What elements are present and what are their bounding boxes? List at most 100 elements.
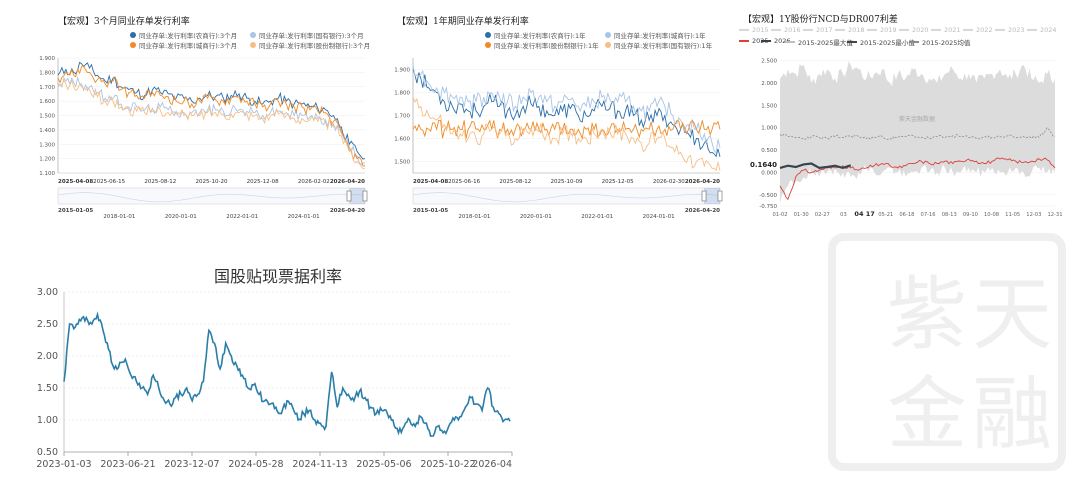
tick-label: 2026-04-20 <box>685 179 720 185</box>
series-line <box>57 61 366 160</box>
tick-label: 1.500 <box>394 160 410 166</box>
tick-label: -0.500 <box>759 193 777 199</box>
chart-1y-ncd-title: 【宏观】1年期同业存单发行利率 <box>397 17 529 27</box>
tick-label: 0.000 <box>761 170 777 176</box>
tick-label: 2026-02-30 <box>653 179 685 185</box>
tick-label: -0.750 <box>759 204 777 210</box>
tick-label: 2023-06-21 <box>100 459 155 470</box>
legend-item[interactable]: 2018 <box>835 26 865 34</box>
tick-label: 2025-04-08 <box>413 179 448 185</box>
tick-label: 1.800 <box>39 70 55 76</box>
legend-item[interactable]: 同业存单:发行利率(农商行):1年 <box>485 30 586 40</box>
tick-label: 1.900 <box>39 56 55 62</box>
tick-label: 2.000 <box>761 81 777 87</box>
tick-label: 2025-10-09 <box>551 179 583 185</box>
tick-label: 01-02 <box>772 212 787 218</box>
legend-item[interactable]: 同业存单:发行利率(国有银行):1年 <box>605 40 712 50</box>
tick-label: 11-05 <box>1005 212 1020 218</box>
navigator-handle <box>717 190 723 202</box>
tick-label: 2025-08-12 <box>499 179 531 185</box>
tick-label: 2026-04-20 <box>685 208 720 214</box>
chart-3m-ncd-title: 【宏观】3个月同业存单发行利率 <box>58 17 190 27</box>
tick-label: 04 17 <box>854 210 874 218</box>
last-value-box <box>744 159 778 171</box>
tick-label: 2022-01-01 <box>581 214 613 218</box>
legend-item[interactable]: 2015-2025最大值 <box>785 37 853 47</box>
tick-label: 1.600 <box>394 137 410 143</box>
last-value-label: 0.1640 <box>750 161 777 169</box>
navigator-handle <box>701 190 707 202</box>
tick-label: 2026-04-20 <box>330 208 365 214</box>
tick-label: 1.500 <box>39 114 55 120</box>
tick-label: 05-21 <box>878 212 893 218</box>
tick-label: 2023-12-07 <box>164 459 219 470</box>
series-line <box>63 311 511 437</box>
tick-label: 2025-08-12 <box>144 179 176 185</box>
tick-label: 08-13 <box>942 212 957 218</box>
tick-label: 12-03 <box>1026 212 1041 218</box>
chart-3m-ncd-plot: 1.900 1.800 1.700 1.600 1.500 1.400 1.300 1.200… <box>39 56 368 218</box>
legend-item[interactable]: 2015 <box>739 26 769 34</box>
tick-label: 2024-05-28 <box>228 459 283 470</box>
series-line <box>57 79 366 170</box>
navigator-handle <box>346 190 352 202</box>
legend-item[interactable]: 同业存单:发行利率(农商行):3个月 <box>130 30 237 40</box>
tick-label: 1.400 <box>39 128 55 134</box>
tick-label: 1.800 <box>394 91 410 97</box>
chart-spread-title: 【宏观】1Y股份行NCD与DR007利差 <box>743 15 898 25</box>
tick-label: 2025-12-05 <box>602 179 634 185</box>
tick-label: 2025-05-06 <box>356 459 411 470</box>
minmax-band <box>780 61 1055 204</box>
legend-item[interactable]: 同业存单:发行利率(国有银行):3个月 <box>250 30 364 40</box>
tick-label: 06-18 <box>899 212 914 218</box>
legend-item[interactable]: 2017 <box>803 26 833 34</box>
legend-item[interactable]: 同业存单:发行利率(城商行):3个月 <box>130 40 237 50</box>
tick-label: 2025-06-15 <box>93 179 125 185</box>
legend-item[interactable]: 2020 <box>899 26 929 34</box>
legend-item[interactable]: 2015-2025均值 <box>909 37 970 47</box>
tick-label: 2.500 <box>761 58 777 64</box>
tick-label: 2.50 <box>37 319 58 330</box>
legend-item[interactable]: 同业存单:发行利率(股份制银行):3个月 <box>250 40 370 50</box>
tick-label: 2018-01-01 <box>458 214 490 218</box>
series-line <box>412 96 721 172</box>
legend-item[interactable]: 2015-2025最小值 <box>847 37 915 47</box>
tick-label: 2026-02-02 <box>298 179 330 185</box>
tick-label: 1.100 <box>39 171 55 177</box>
svg-text:融: 融 <box>972 368 1052 461</box>
navigator-line <box>57 192 366 203</box>
tick-label: 10-08 <box>984 212 999 218</box>
tick-label: 1.700 <box>394 114 410 120</box>
legend-item[interactable]: 同业存单:发行利率(股份制银行):1年 <box>485 40 599 50</box>
tick-label: 2025-04-08 <box>58 179 93 185</box>
legend-item[interactable]: 2026 <box>761 37 791 45</box>
tick-label: 2.00 <box>37 351 58 362</box>
legend-item[interactable]: 2021 <box>931 26 961 34</box>
tick-label: 1.000 <box>761 126 777 132</box>
legend-item[interactable]: 2023 <box>995 26 1025 34</box>
chart-3m-ncd-legend: 同业存单:发行利率(农商行):3个月 同业存单:发行利率(国有银行):3个月 同… <box>130 30 370 50</box>
tick-label: 2023-01-03 <box>36 459 91 470</box>
chart-spread-panel: 【宏观】1Y股份行NCD与DR007利差 2015 2016 2017 2018 201… <box>735 8 1075 223</box>
legend-item[interactable]: 2022 <box>963 26 993 34</box>
legend-item[interactable]: 2016 <box>771 26 801 34</box>
legend-item[interactable]: 2024 <box>1027 26 1057 34</box>
tick-label: 2026-04-20 <box>330 179 365 185</box>
tick-label: 12-31 <box>1047 212 1062 218</box>
tick-label: 1.50 <box>37 383 58 394</box>
tick-label: 0.50 <box>37 447 58 458</box>
chart-spread-legend: 2015 2016 2017 2018 2019 2020 2021 2022 2023 2024… <box>739 26 1075 50</box>
navigator-line <box>412 192 721 203</box>
legend-item[interactable]: 同业存单:发行利率(城商行):1年 <box>605 30 706 40</box>
series-line <box>412 64 721 155</box>
tick-label: 2022-01-01 <box>226 214 258 218</box>
series-line <box>57 64 366 167</box>
legend-item[interactable]: 2019 <box>867 26 897 34</box>
tick-label: 2024-11-13 <box>292 459 347 470</box>
tick-label: 0.500 <box>761 148 777 154</box>
tick-label: 1.600 <box>39 99 55 105</box>
legend-item[interactable]: 2025 <box>739 37 769 45</box>
tick-label: 2024-01-01 <box>643 214 675 218</box>
